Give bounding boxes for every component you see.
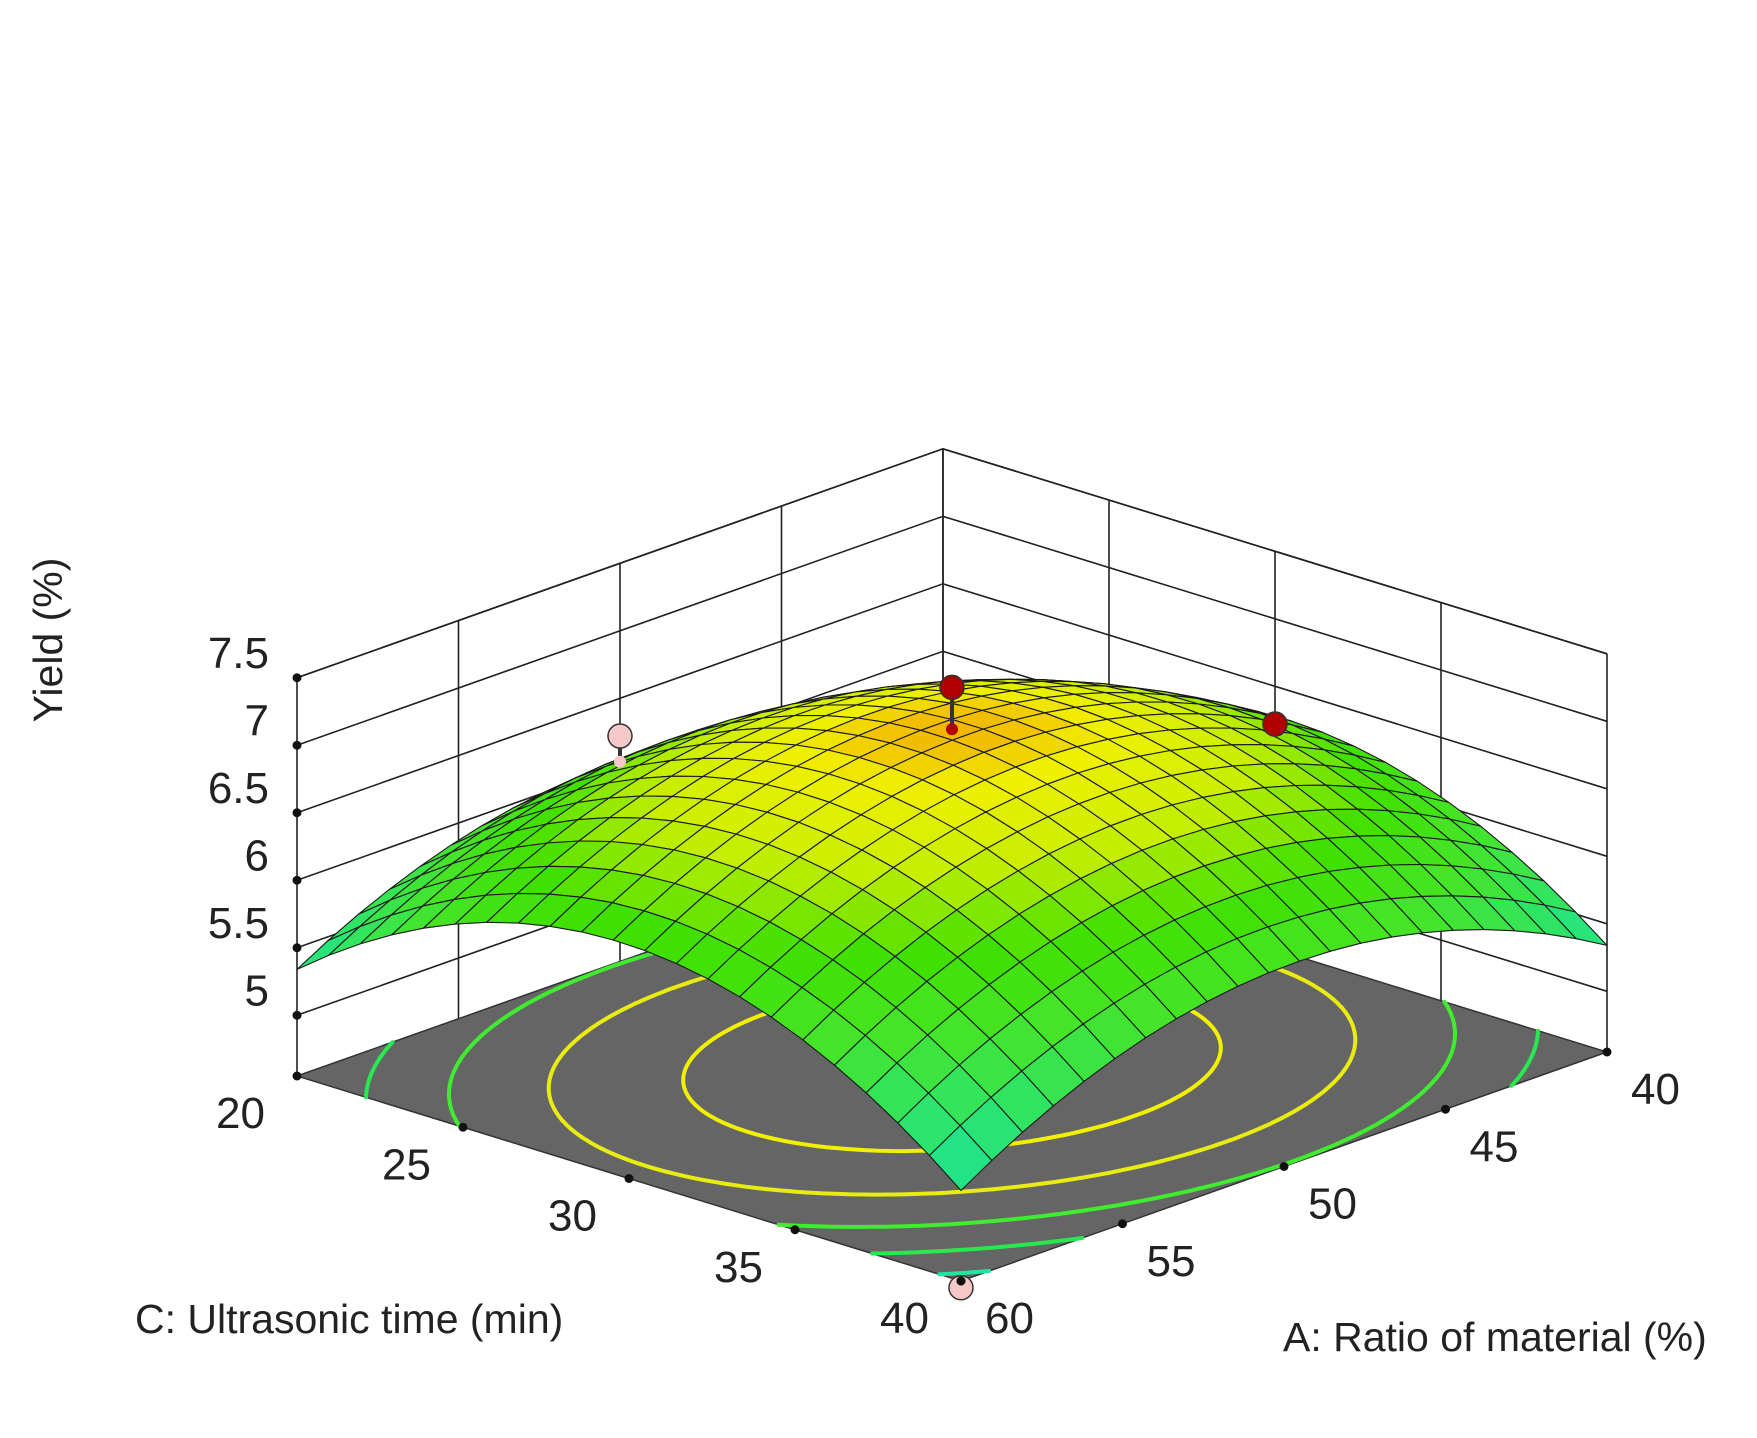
z-tick-mark-0 <box>292 1010 302 1020</box>
z-tick-label-5: 7.5 <box>208 629 269 678</box>
z-tick-mark-5 <box>292 673 302 683</box>
wall-hline-5 <box>296 447 1608 679</box>
a-tick-mark-4 <box>956 1276 966 1286</box>
z-tick-label-3: 6.5 <box>208 764 269 813</box>
z-tick-label-2: 6 <box>245 831 269 880</box>
c-tick-mark-3 <box>790 1225 800 1235</box>
y-axis-title: C: Ultrasonic time (min) <box>135 1296 563 1342</box>
design-points <box>607 674 1288 1301</box>
c-tick-label-1: 25 <box>382 1140 431 1189</box>
axis-ticks: 5 5.5 6 6.5 7 7.5 20 25 30 35 40 40 45 50 55 60 <box>208 629 1680 1343</box>
design-point-3 <box>948 1275 974 1301</box>
z-tick-label-1: 5.5 <box>208 899 269 948</box>
c-tick-label-2: 30 <box>548 1192 597 1241</box>
a-tick-label-1: 45 <box>1470 1122 1519 1171</box>
c-tick-mark-2 <box>624 1174 634 1183</box>
c-tick-mark-1 <box>458 1122 468 1132</box>
a-tick-label-0: 40 <box>1631 1065 1680 1114</box>
z-tick-label-4: 7 <box>245 696 269 745</box>
z-tick-label-0: 5 <box>245 966 269 1015</box>
surface-cell-20-20 <box>928 1125 993 1192</box>
a-tick-mark-0 <box>1602 1047 1612 1057</box>
a-tick-mark-2 <box>1279 1162 1289 1171</box>
c-tick-mark-0 <box>292 1071 302 1081</box>
z-tick-mark-3 <box>292 808 302 818</box>
a-tick-label-4: 60 <box>985 1294 1034 1343</box>
z-axis-title: Yield (%) <box>25 558 71 723</box>
z-tick-mark-1 <box>292 943 302 953</box>
wall-hline-4 <box>296 515 1608 747</box>
c-tick-label-4: 40 <box>880 1294 929 1343</box>
x-axis-title: A: Ratio of material (%) <box>1283 1314 1707 1360</box>
design-point-foot-0 <box>946 723 958 736</box>
design-point-1 <box>607 723 633 749</box>
z-tick-mark-4 <box>292 740 302 750</box>
wall-hline-3 <box>296 582 1608 814</box>
wall-hline-6 <box>296 447 1608 679</box>
a-tick-label-3: 55 <box>1147 1237 1196 1286</box>
c-tick-label-0: 20 <box>216 1089 265 1138</box>
a-tick-mark-1 <box>1441 1104 1450 1114</box>
response-surface <box>296 678 1608 1192</box>
c-tick-label-3: 35 <box>714 1243 763 1292</box>
axis-labels: C: Ultrasonic time (min) A: Ratio of mat… <box>25 558 1707 1360</box>
design-point-2 <box>1262 711 1288 737</box>
a-tick-label-2: 50 <box>1308 1180 1357 1229</box>
a-tick-mark-3 <box>1118 1219 1127 1229</box>
design-point-foot-1 <box>614 755 626 768</box>
z-tick-mark-2 <box>292 875 302 885</box>
design-point-0 <box>939 674 965 701</box>
